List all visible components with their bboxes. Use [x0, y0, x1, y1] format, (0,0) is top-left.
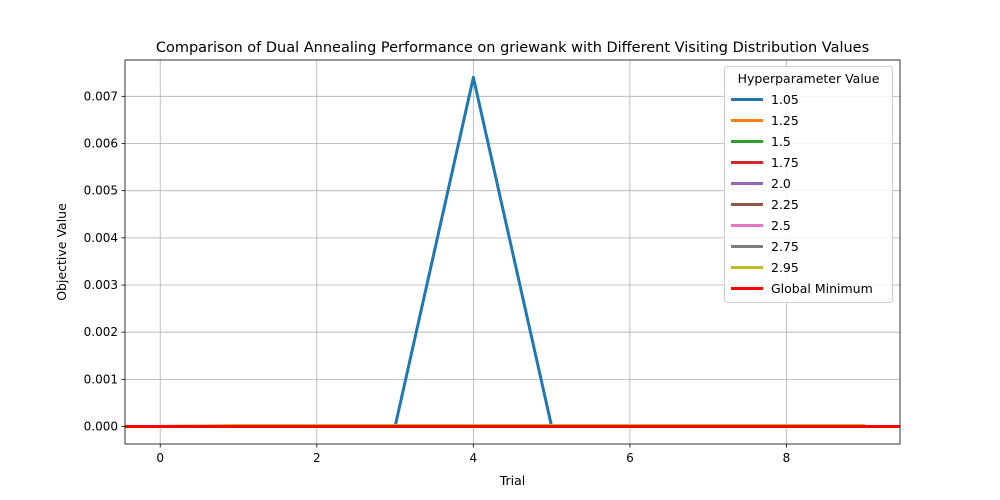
legend-entry-label: 1.25: [771, 113, 799, 128]
legend-entry-label: 1.75: [771, 155, 799, 170]
x-tick-label: 4: [470, 451, 478, 465]
y-tick-label: 0.002: [84, 325, 118, 339]
y-axis-ticks: 0.000 0.001 0.002 0.003 0.004 0.005 0.006 0.007: [84, 89, 125, 434]
legend-entry-label: 1.5: [771, 134, 791, 149]
legend-title: Hyperparameter Value: [738, 71, 880, 86]
y-tick-label: 0.005: [84, 184, 118, 198]
legend-entry-label: Global Minimum: [771, 281, 873, 296]
x-axis-ticks: 0 2 4 6 8: [156, 444, 790, 465]
x-tick-label: 6: [626, 451, 634, 465]
legend-entry-label: 2.25: [771, 197, 799, 212]
legend-entry-label: 2.75: [771, 239, 799, 254]
legend-entry-label: 2.0: [771, 176, 791, 191]
y-axis-label: Objective Value: [54, 203, 69, 301]
legend-entries: 1.05 1.25 1.5 1.75 2.0 2.25 2.5 2.75 2.95 Global …: [731, 92, 873, 296]
legend-entry-label: 2.95: [771, 260, 799, 275]
plot-frame: [124, 59, 901, 445]
y-tick-label: 0.001: [84, 372, 118, 386]
y-tick-label: 0.004: [84, 231, 118, 245]
y-tick-label: 0.007: [84, 89, 118, 103]
legend-entry-label: 1.05: [771, 92, 799, 107]
y-tick-label: 0.003: [84, 278, 118, 292]
y-tick-label: 0.006: [84, 136, 118, 150]
x-tick-label: 8: [783, 451, 791, 465]
x-axis-label: Trial: [499, 473, 526, 488]
chart-title: Comparison of Dual Annealing Performance…: [156, 40, 869, 56]
x-tick-label: 0: [156, 451, 164, 465]
x-tick-label: 2: [313, 451, 321, 465]
legend: Hyperparameter Value 1.05 1.25 1.5 1.75 2.0 2…: [724, 66, 893, 303]
y-tick-label: 0.000: [84, 420, 118, 434]
legend-entry-label: 2.5: [771, 218, 791, 233]
legend-box: [724, 66, 893, 303]
